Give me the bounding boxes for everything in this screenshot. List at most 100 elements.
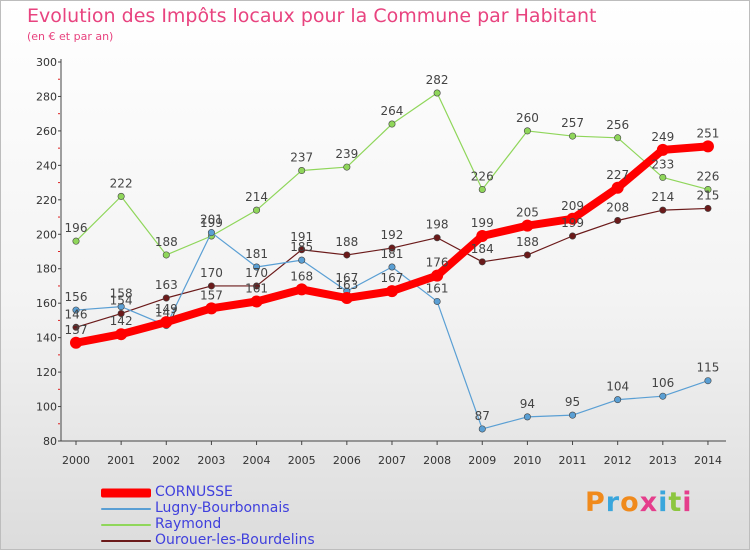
legend-swatch	[101, 488, 151, 498]
data-point	[656, 143, 669, 156]
data-point	[569, 411, 577, 419]
data-label: 205	[516, 206, 539, 220]
data-label: 163	[335, 278, 358, 292]
data-label: 163	[155, 278, 178, 292]
x-tick-label: 2001	[107, 454, 135, 467]
legend-swatch	[101, 540, 151, 542]
x-tick-label: 2002	[152, 454, 180, 467]
series-line	[75, 231, 709, 430]
data-point	[250, 295, 263, 308]
data-point	[566, 212, 579, 225]
data-label: 215	[697, 188, 720, 202]
data-label: 188	[155, 235, 178, 249]
data-point	[476, 229, 489, 242]
data-label: 158	[110, 287, 133, 301]
data-label: 156	[65, 290, 88, 304]
data-point	[478, 185, 486, 193]
y-tick-label: 140	[36, 332, 57, 345]
y-tick-label: 220	[36, 194, 57, 207]
logo-letter: i	[682, 487, 693, 518]
data-label: 227	[606, 168, 629, 182]
x-tick-label: 2012	[604, 454, 632, 467]
data-label: 115	[697, 361, 720, 375]
x-tick-label: 2007	[378, 454, 406, 467]
data-point	[117, 310, 125, 318]
data-label: 181	[245, 247, 268, 261]
data-point	[72, 237, 80, 245]
logo-letter: t	[668, 487, 683, 518]
logo-letter: o	[620, 487, 640, 518]
data-point	[614, 216, 622, 224]
data-point	[340, 292, 353, 305]
data-point	[431, 269, 444, 282]
data-label: 168	[290, 269, 313, 283]
data-label: 198	[426, 218, 449, 232]
y-tick-label: 180	[36, 263, 57, 276]
data-point	[162, 251, 170, 259]
data-label: 188	[335, 235, 358, 249]
data-point	[433, 89, 441, 97]
x-tick-label: 2014	[694, 454, 722, 467]
data-point	[72, 323, 80, 331]
data-point	[298, 256, 306, 264]
data-label: 222	[110, 176, 133, 190]
data-label: 87	[475, 409, 490, 423]
data-label: 264	[381, 104, 404, 118]
data-point	[611, 181, 624, 194]
legend-label: CORNUSSE	[155, 484, 233, 500]
logo-letter: P	[585, 487, 606, 518]
y-tick-label: 260	[36, 125, 57, 138]
data-label: 184	[471, 242, 494, 256]
y-tick-label: 160	[36, 297, 57, 310]
data-label: 191	[290, 230, 313, 244]
data-label: 226	[471, 169, 494, 183]
data-point	[433, 297, 441, 305]
y-tick-label: 80	[43, 435, 57, 448]
data-label: 161	[245, 281, 268, 295]
x-tick-label: 2010	[513, 454, 541, 467]
data-point	[433, 234, 441, 242]
data-point	[207, 282, 215, 290]
legend-swatch	[101, 508, 151, 510]
logo-letter: i	[658, 487, 669, 518]
data-label: 201	[200, 213, 223, 227]
data-point	[614, 134, 622, 142]
data-label: 167	[381, 271, 404, 285]
data-point	[295, 283, 308, 296]
x-tick-label: 2003	[197, 454, 225, 467]
data-point	[162, 294, 170, 302]
data-point	[385, 285, 398, 298]
data-point	[115, 328, 128, 341]
data-point	[659, 392, 667, 400]
data-label: 146	[65, 307, 88, 321]
data-label: 149	[155, 302, 178, 316]
legend-label: Ourouer-les-Bourdelins	[155, 532, 315, 548]
data-label: 239	[335, 147, 358, 161]
legend-label: Raymond	[155, 516, 222, 532]
data-label: 196	[65, 221, 88, 235]
data-point	[701, 140, 714, 153]
y-tick-label: 240	[36, 159, 57, 172]
data-point	[704, 377, 712, 385]
data-label: 94	[520, 397, 535, 411]
data-label: 249	[651, 130, 674, 144]
y-tick-label: 280	[36, 90, 57, 103]
data-label: 251	[697, 126, 720, 140]
data-point	[343, 163, 351, 171]
y-tick-label: 200	[36, 228, 57, 241]
x-tick-label: 2006	[333, 454, 361, 467]
data-point	[117, 192, 125, 200]
data-label: 257	[561, 116, 584, 130]
y-tick-label: 100	[36, 401, 57, 414]
data-point	[160, 316, 173, 329]
chart-subtitle: (en € et par an)	[27, 30, 114, 43]
data-label: 167	[335, 271, 358, 285]
data-point	[207, 229, 215, 237]
data-point	[704, 185, 712, 193]
logo-letter: r	[605, 487, 621, 518]
data-point	[704, 204, 712, 212]
data-point	[523, 127, 531, 135]
data-label: 214	[651, 190, 674, 204]
data-point	[343, 251, 351, 259]
data-label: 192	[381, 228, 404, 242]
